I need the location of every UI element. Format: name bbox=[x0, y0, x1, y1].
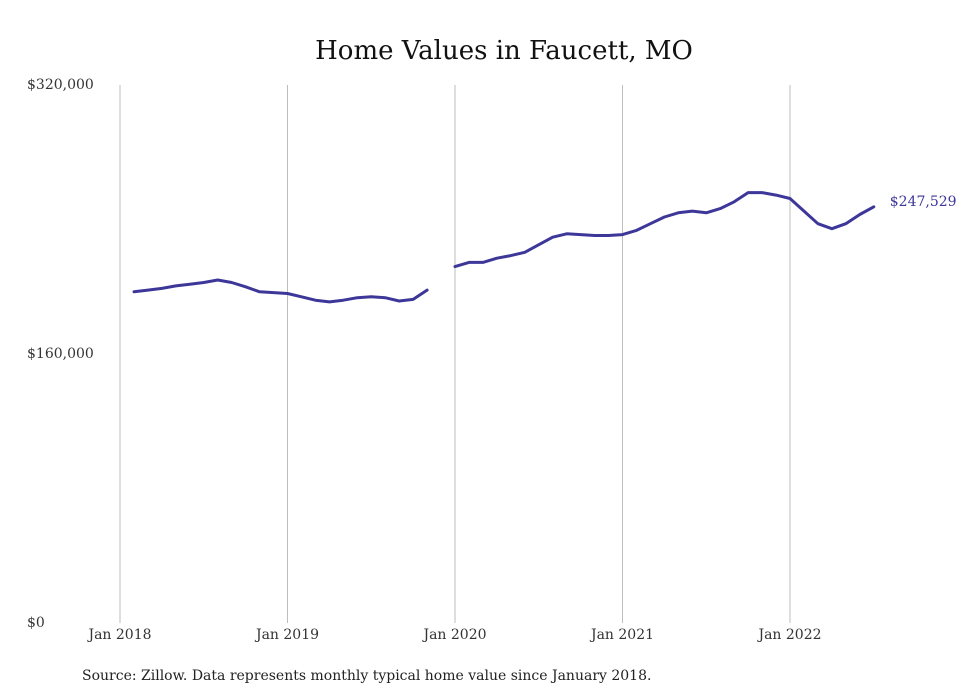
x-tick-label: Jan 2019 bbox=[254, 627, 319, 643]
x-tick-label: Jan 2021 bbox=[589, 627, 654, 643]
source-note: Source: Zillow. Data represents monthly … bbox=[82, 668, 652, 684]
y-axis-ticks: $0 $160,000 $320,000 bbox=[27, 77, 94, 631]
chart-title: Home Values in Faucett, MO bbox=[315, 36, 693, 66]
y-tick-label: $0 bbox=[27, 615, 45, 631]
series-line-segment bbox=[132, 278, 429, 304]
gridlines bbox=[119, 85, 791, 623]
series-line-segment bbox=[453, 191, 876, 269]
y-tick-label: $320,000 bbox=[27, 77, 94, 93]
series-lines bbox=[132, 191, 876, 304]
end-value-label: $247,529 bbox=[890, 194, 957, 210]
x-axis-ticks: Jan 2018 Jan 2019 Jan 2020 Jan 2021 Jan 2022 bbox=[86, 627, 821, 643]
y-tick-label: $160,000 bbox=[27, 346, 94, 362]
x-tick-label: Jan 2022 bbox=[756, 627, 821, 643]
x-tick-label: Jan 2018 bbox=[86, 627, 151, 643]
x-tick-label: Jan 2020 bbox=[421, 627, 486, 643]
